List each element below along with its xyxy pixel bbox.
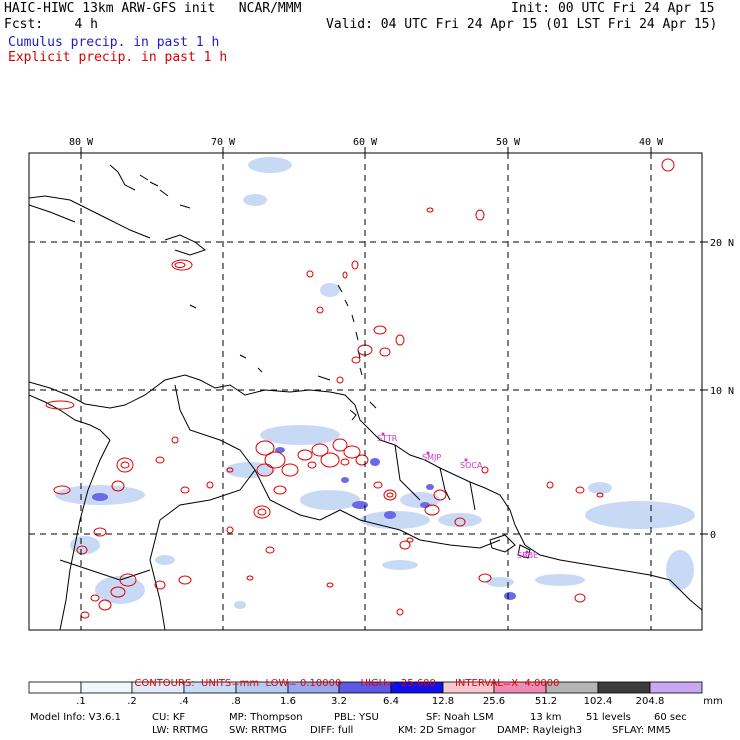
model-info-diff: DIFF: full (310, 725, 354, 736)
model-info-resolution: 13 km (530, 712, 562, 723)
cumulus-precip-label: Cumulus precip. in past 1 h (8, 35, 220, 50)
frame-ticks (80, 147, 708, 535)
contours-label: CONTOURS: (134, 678, 195, 689)
model-info-lw: LW: RRTMG (152, 725, 209, 736)
contours-high: HIGH= 25.600 (360, 678, 436, 689)
lat-label: 10 N (710, 386, 734, 397)
model-info-damp: DAMP: Rayleigh3 (497, 725, 583, 736)
lon-label: 80 W (69, 137, 94, 148)
lon-label: 50 W (496, 137, 521, 148)
contours-interval: INTERVAL=X 4.0000 (454, 678, 560, 689)
forecast-hour: Fcst: 4 h (4, 17, 98, 32)
legend-tick: .8 (231, 696, 241, 707)
legend-tick: .4 (179, 696, 189, 707)
station-markers (381, 432, 529, 554)
legend-tick: 6.4 (383, 696, 399, 707)
station-label: SOCA (460, 461, 483, 470)
legend-tick: 12.8 (431, 696, 455, 707)
lon-label: 60 W (353, 137, 378, 148)
lat-label: 20 N (710, 238, 734, 249)
model-info-sflay: SFLAY: MM5 (612, 725, 671, 736)
legend-tick: .2 (127, 696, 137, 707)
model-info-version: Model Info: V3.6.1 (30, 712, 121, 723)
legend-tick: 102.4 (583, 696, 613, 707)
model-info-mp: MP: Thompson (229, 712, 303, 723)
lon-label: 70 W (211, 137, 236, 148)
cumulus-precip-field (55, 157, 695, 609)
lat-label: 0 (710, 530, 716, 541)
legend-tick: 204.8 (635, 696, 665, 707)
valid-time: Valid: 04 UTC Fri 24 Apr 15 (01 LST Fri … (326, 17, 718, 32)
explicit-precip-label: Explicit precip. in past 1 h (8, 50, 228, 65)
model-info-km: KM: 2D Smagor (398, 725, 476, 736)
model-info-timestep: 60 sec (654, 712, 687, 723)
station-label: SMJP (422, 453, 441, 462)
model-info-pbl: PBL: YSU (334, 712, 379, 723)
lat-lon-grid (29, 153, 702, 630)
legend-tick: 1.6 (280, 696, 296, 707)
model-info-sf: SF: Noah LSM (426, 712, 494, 723)
model-info-levels: 51 levels (586, 712, 631, 723)
model-info-cu: CU: KF (152, 712, 186, 723)
contours-info: CONTOURS: UNITS=mm LOW= 0.10000 HIGH= 25… (128, 667, 559, 689)
precip-colorbar (28, 681, 703, 694)
legend-tick: .1 (76, 696, 86, 707)
legend-unit: mm (703, 696, 723, 707)
lon-label: 40 W (639, 137, 664, 148)
explicit-precip-contours (45, 158, 675, 619)
coastlines (29, 164, 702, 630)
map-title: HAIC-HIWC 13km ARW-GFS init NCAR/MMM (4, 1, 302, 16)
legend-tick: 25.6 (482, 696, 506, 707)
contours-units: UNITS=mm (201, 678, 260, 689)
station-label: SBBE (517, 551, 538, 560)
contours-low: LOW= 0.10000 (265, 678, 342, 689)
init-time: Init: 00 UTC Fri 24 Apr 15 (511, 1, 715, 16)
legend-tick: 3.2 (331, 696, 347, 707)
legend-tick: 51.2 (534, 696, 558, 707)
model-info-sw: SW: RRTMG (229, 725, 287, 736)
station-label: STTR (377, 434, 398, 443)
